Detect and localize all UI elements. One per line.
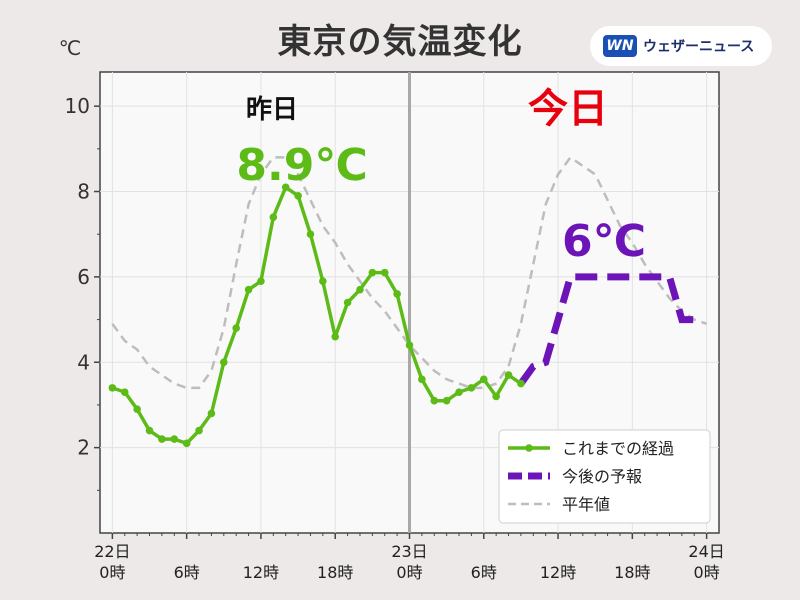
series-observed-point (467, 384, 476, 392)
yesterday-max-temp-label: 8.9℃ (236, 140, 367, 191)
series-observed-point (504, 371, 513, 379)
series-layer (108, 155, 708, 448)
series-observed-point (281, 183, 290, 192)
series-forecast-line (518, 273, 695, 386)
x-tick-label: 18時 (317, 563, 353, 582)
series-observed-point (294, 191, 302, 200)
series-normal-line (111, 155, 708, 390)
series-observed-point (393, 290, 401, 298)
series-observed-point (380, 268, 389, 277)
today-label: 今日 (528, 86, 608, 132)
series-observed-point (319, 277, 327, 285)
series-observed-point (207, 409, 216, 418)
series-observed-point (418, 375, 426, 384)
y-tick-label: 6 (77, 265, 90, 289)
yesterday-label: 昨日 (246, 95, 298, 125)
axes: 2 4 6 8 10 22日 0時 6時 12時 18時 23日 0時 6時 12時 18時 24日 0時 (65, 94, 725, 582)
series-observed-point (220, 358, 228, 367)
series-observed-point (343, 298, 352, 307)
series-observed-point (158, 435, 166, 443)
y-tick-label: 2 (77, 436, 90, 460)
x-tick-label: 6時 (174, 563, 200, 582)
x-tick-label: 6時 (471, 563, 497, 582)
series-observed-point (269, 213, 278, 221)
series-observed-point (145, 426, 154, 435)
series-observed-point (356, 285, 364, 294)
series-observed-point (492, 392, 500, 401)
series-observed-point (368, 268, 377, 277)
chart-title: 東京の気温変化 (277, 22, 523, 62)
x-tick-label: 22日 0時 (94, 542, 130, 582)
series-observed-point (182, 439, 191, 448)
legend-swatch-marker (525, 444, 533, 452)
legend-box (498, 429, 711, 524)
series-observed-point (120, 388, 129, 396)
logo-text: ウェザーニュース (643, 39, 755, 55)
series-observed-point (331, 332, 340, 341)
series-observed-point (195, 426, 203, 435)
series-observed-point (405, 341, 414, 349)
series-observed-point (442, 396, 451, 405)
weathernews-logo: WN ウェザーニュース (590, 26, 772, 66)
y-axis-unit-label: ℃ (59, 36, 81, 60)
weathernews-mark-icon: WN (603, 35, 637, 57)
x-tick-label: 18時 (614, 563, 650, 582)
series-observed-point (244, 285, 253, 294)
x-tick-label: 23日 0時 (391, 542, 427, 582)
x-tick-label: 12時 (540, 563, 576, 582)
series-observed-point (108, 384, 117, 392)
series-observed-point (170, 435, 179, 443)
series-observed-line (111, 185, 522, 446)
legend-label-normal: 平年値 (562, 495, 610, 514)
series-observed-point (133, 405, 141, 414)
legend-label-observed: これまでの経過 (562, 439, 674, 458)
y-tick-label: 8 (77, 180, 90, 204)
legend-label-forecast: 今後の予報 (562, 467, 642, 486)
today-max-temp-label: 6℃ (562, 216, 646, 267)
y-tick-label: 10 (65, 94, 90, 118)
series-observed-point (455, 388, 463, 396)
series-observed-point (479, 375, 488, 384)
y-tick-label: 4 (77, 350, 90, 374)
series-observed-point (517, 379, 525, 388)
x-tick-label: 24日 0時 (688, 542, 724, 582)
series-observed-point (306, 230, 315, 239)
series-observed-point (257, 277, 265, 285)
series-observed-point (232, 324, 240, 332)
x-tick-label: 12時 (243, 563, 279, 582)
series-observed-point (430, 396, 439, 405)
